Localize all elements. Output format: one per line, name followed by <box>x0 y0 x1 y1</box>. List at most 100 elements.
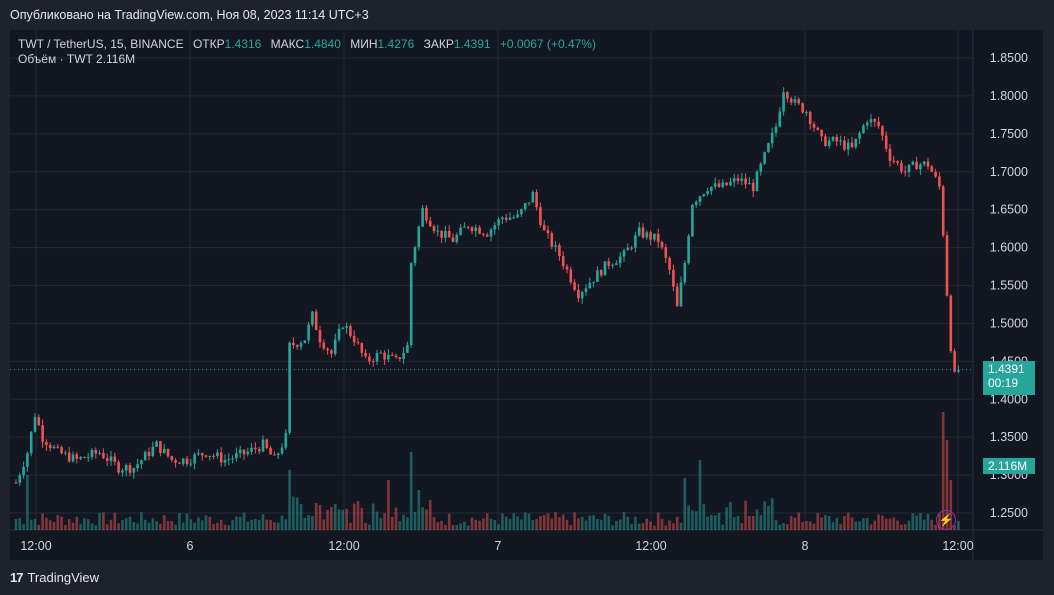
volume-bar <box>725 507 728 530</box>
volume-bar <box>922 519 926 530</box>
volume-bar <box>516 516 519 530</box>
volume-bar <box>793 517 797 530</box>
volume-bar <box>52 522 56 530</box>
candle-body <box>417 226 421 248</box>
volume-bar <box>174 524 177 530</box>
candle-body <box>292 342 295 346</box>
candle-body <box>132 468 136 473</box>
candle-body <box>592 281 595 283</box>
volume-bar <box>535 519 538 530</box>
candle-body <box>588 282 592 289</box>
volume-bar <box>22 524 25 530</box>
volume-bar <box>603 513 607 530</box>
candle-body <box>216 452 219 457</box>
volume-bar <box>713 515 717 530</box>
candle-body <box>489 229 493 237</box>
volume-bar <box>767 505 770 530</box>
volume-bar <box>398 521 402 530</box>
candle-body <box>45 441 48 445</box>
volume-bar <box>261 514 265 530</box>
volume-bar <box>269 519 272 530</box>
volume-bar <box>117 523 120 530</box>
lightning-icon[interactable]: ⚡ <box>936 510 956 530</box>
candle-body <box>770 132 774 144</box>
volume-bar <box>622 512 626 530</box>
volume-bar <box>466 525 470 530</box>
candle-body <box>257 449 261 452</box>
candle-body <box>565 266 569 270</box>
volume-bar <box>542 514 546 530</box>
volume-bar <box>379 518 383 530</box>
candle-body <box>269 447 272 455</box>
volume-bar <box>235 516 238 530</box>
candle-body <box>200 453 204 456</box>
candle-body <box>812 123 816 128</box>
candle-body <box>288 342 291 433</box>
candle-body <box>155 441 158 447</box>
price-axis: 1.8500 1.8000 1.7500 1.7000 1.6500 1.6000 1.55… <box>990 51 1028 520</box>
candle-body <box>630 247 633 249</box>
volume-bar <box>637 523 641 530</box>
volume-bar <box>223 524 227 530</box>
volume-bar <box>717 512 721 530</box>
chart-frame[interactable]: 1.8500 1.8000 1.7500 1.7000 1.6500 1.6000 1.55… <box>10 30 1043 560</box>
volume-bar <box>584 520 588 530</box>
volume-bar <box>155 521 158 530</box>
volume-bar <box>865 518 869 530</box>
candle-body <box>197 453 200 455</box>
candle-body <box>406 344 409 353</box>
volume-bar <box>368 524 371 530</box>
y-tick-label: 1.4000 <box>990 392 1028 406</box>
candle-body <box>801 103 804 113</box>
candle-body <box>679 282 683 307</box>
candle-body <box>850 142 854 148</box>
candle-body <box>466 226 470 228</box>
symbol-legend: TWT / TetherUS, 15, BINANCE ОТКР1.4316 М… <box>18 36 596 52</box>
volume-bar <box>128 516 132 530</box>
candle-body <box>368 356 371 362</box>
candlestick-chart[interactable]: 1.8500 1.8000 1.7500 1.7000 1.6500 1.6000 1.55… <box>10 30 1043 560</box>
volume-bar <box>911 513 915 530</box>
volume-bar <box>953 525 956 530</box>
candle-body <box>675 286 679 307</box>
volume-bar <box>930 519 934 530</box>
candle-body <box>432 226 436 232</box>
volume-bar <box>409 452 413 530</box>
candle-body <box>691 204 694 237</box>
volume-bar <box>611 525 614 530</box>
volume-bar <box>337 509 341 530</box>
candle-body <box>789 98 793 103</box>
candle-body <box>273 454 276 456</box>
candle-body <box>729 181 732 186</box>
volume-bar <box>926 513 930 530</box>
candle-body <box>717 183 721 187</box>
volume-bar <box>181 522 185 530</box>
volume-bar <box>782 523 785 530</box>
volume-bar <box>485 513 489 530</box>
candle-body <box>706 191 709 195</box>
volume-value: 2.116M <box>96 52 136 66</box>
volume-bar <box>721 524 725 530</box>
volume-bar <box>599 519 603 530</box>
volume-bar <box>550 518 554 530</box>
volume-bar <box>683 478 687 530</box>
candle-body <box>740 178 744 181</box>
volume-bar <box>333 503 337 530</box>
volume-bar <box>778 524 782 530</box>
candle-body <box>596 270 599 282</box>
candle-body <box>337 328 341 340</box>
footer-brand: 17 TradingView <box>10 570 99 585</box>
candle-body <box>892 160 896 162</box>
volume-bar <box>276 522 280 530</box>
volume-bar <box>903 524 907 530</box>
volume-bar <box>37 524 41 530</box>
volume-bar <box>641 523 645 530</box>
volume-bar <box>596 518 599 530</box>
candle-body <box>470 227 474 232</box>
x-tick-label: 12:00 <box>635 539 666 553</box>
volume-bar <box>170 521 174 530</box>
volume-bar <box>501 513 504 530</box>
volume-bar <box>915 515 918 530</box>
candle-body <box>504 217 508 220</box>
volume-bar <box>322 519 326 530</box>
